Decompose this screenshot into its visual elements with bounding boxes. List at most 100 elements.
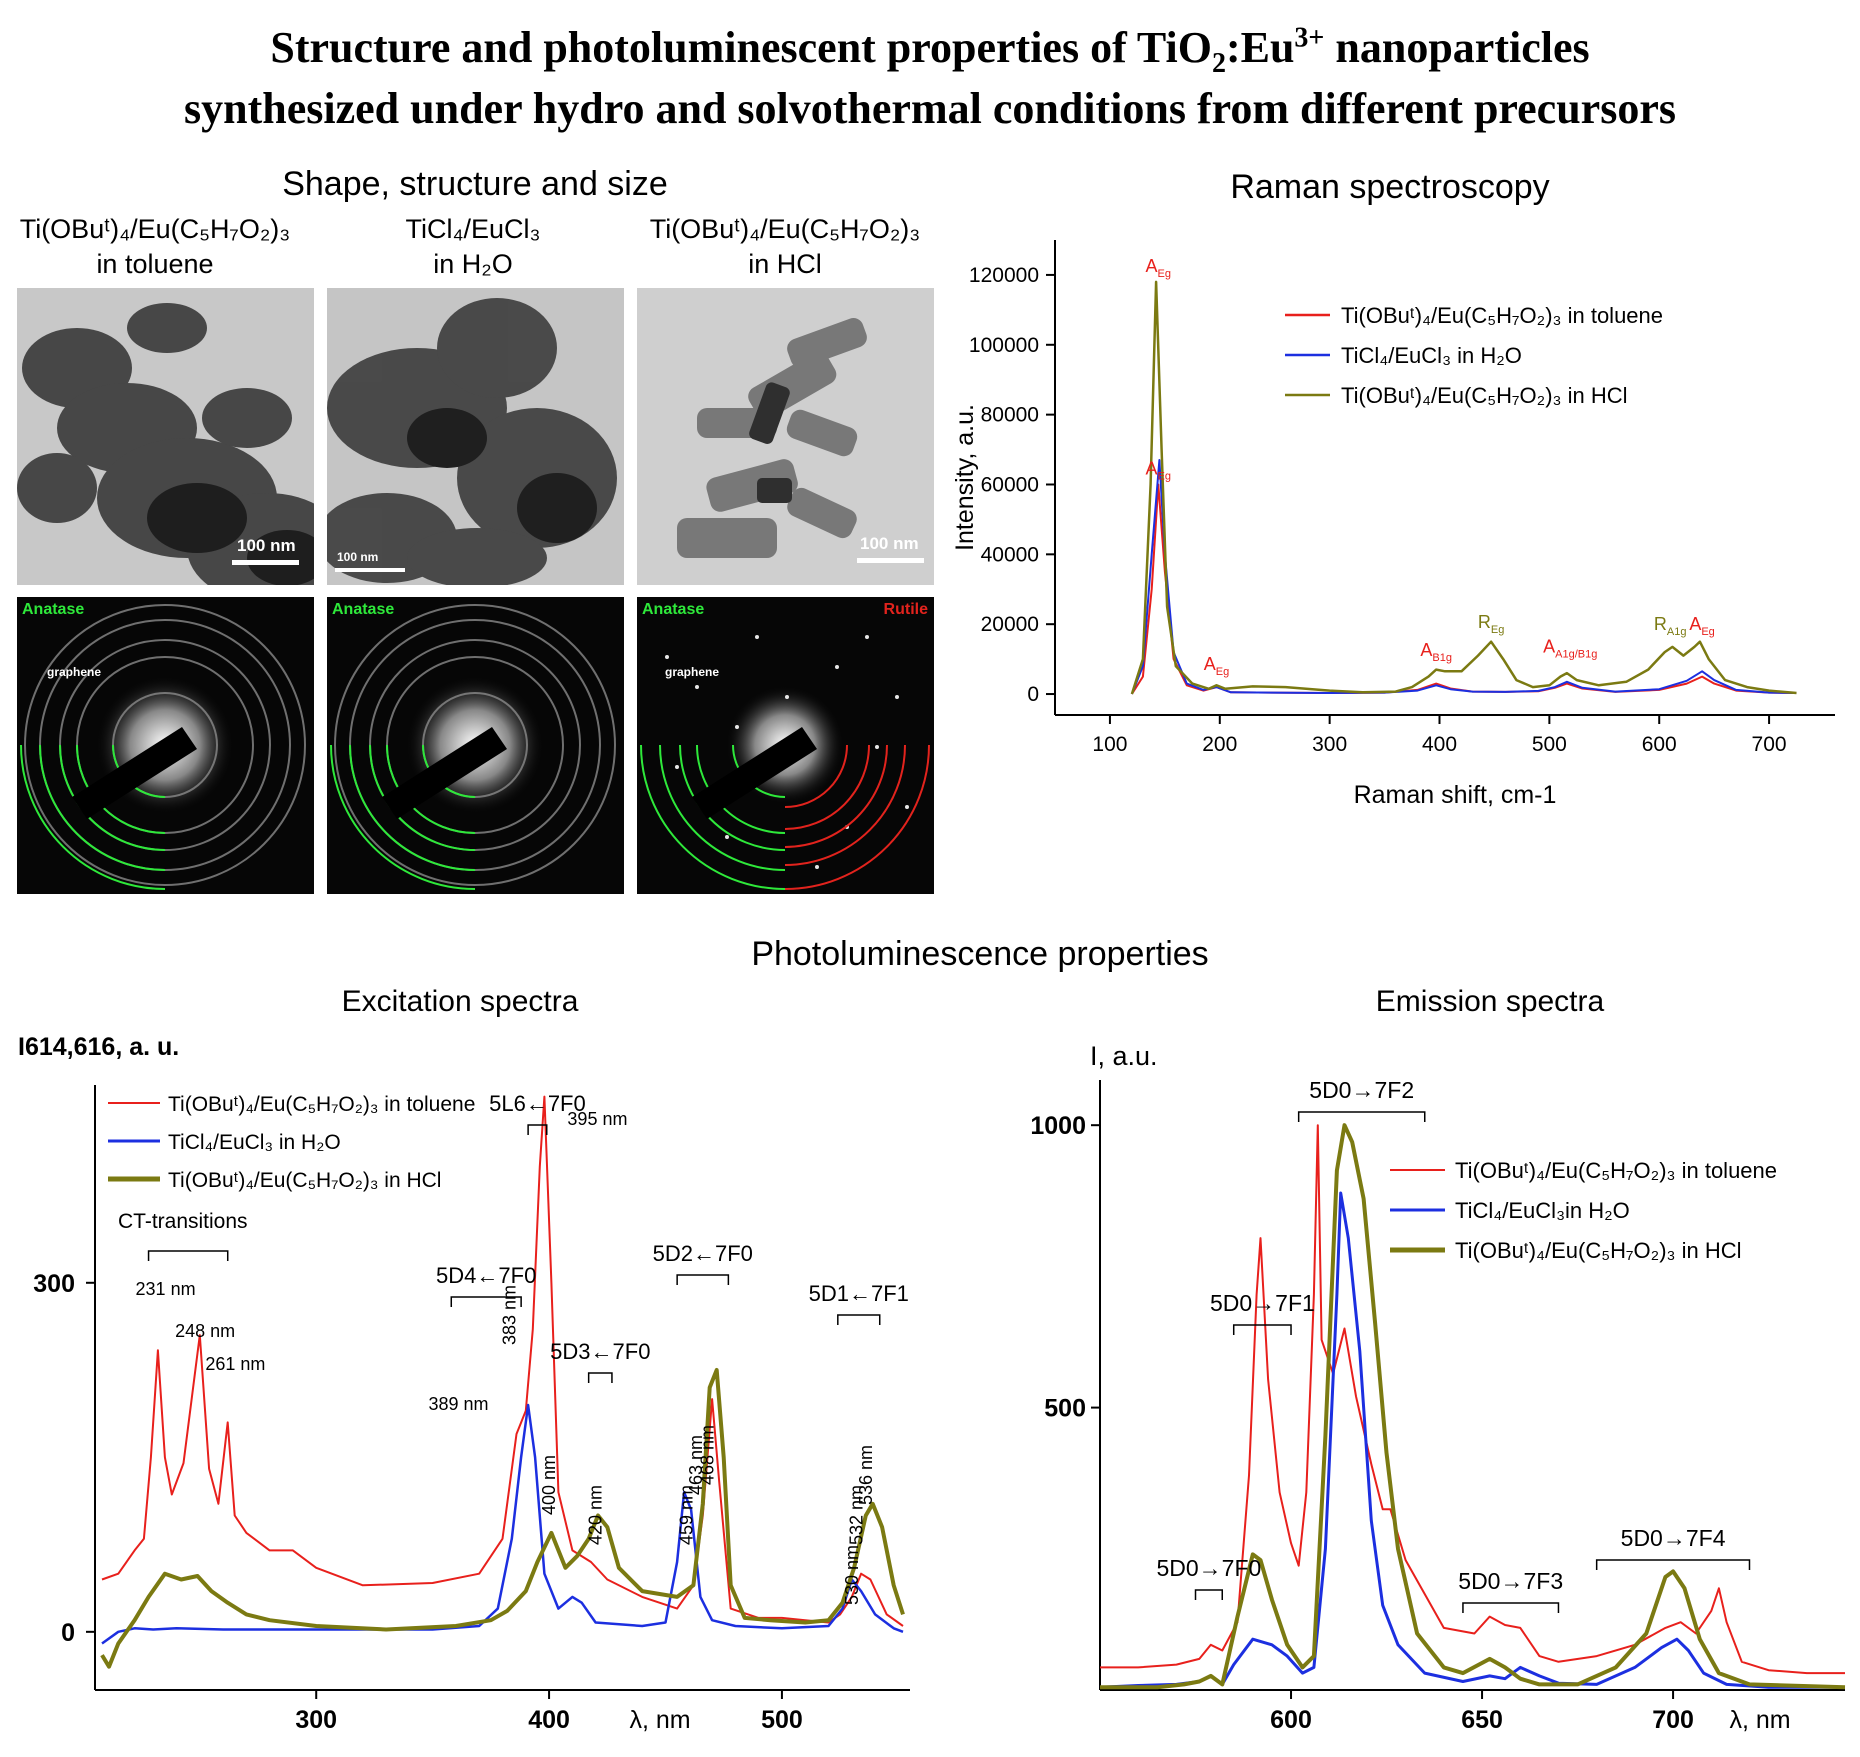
graphene-label-3: graphene bbox=[665, 665, 720, 679]
raman-x-tick-label: 100 bbox=[1092, 733, 1127, 756]
saed-pattern-2: Anatase bbox=[327, 597, 624, 894]
raman-x-tick-label: 400 bbox=[1422, 733, 1457, 756]
emi-x-tick-label: 650 bbox=[1461, 1706, 1503, 1734]
phase-label-anatase-2: Anatase bbox=[332, 601, 395, 618]
emi-y-label: I, a.u. bbox=[1090, 1041, 1158, 1071]
series-line-toluene bbox=[101, 1095, 904, 1627]
tem-image-2: 100 nm bbox=[327, 288, 624, 585]
exc-peak-label: 231 nm bbox=[136, 1279, 196, 1299]
page-title: Structure and photoluminescent propertie… bbox=[0, 20, 1860, 136]
series-line-hcl bbox=[1100, 1123, 1846, 1690]
exc-bracket-5d4-label: 5D4←7F0 bbox=[436, 1263, 536, 1288]
excitation-chart: 300 400 500 0 300 I614,616, a. u. λ, nm Ti(OBuᵗ… bbox=[18, 1033, 910, 1734]
exc-legend-label-h2o: TiCl₄/EuCl₃ in H₂O bbox=[168, 1131, 341, 1154]
exc-peak-label: 459 nm bbox=[676, 1485, 696, 1545]
saed-pattern-3: Anatase Rutile graphene bbox=[637, 597, 934, 894]
exc-peak-label: 383 nm bbox=[499, 1285, 519, 1345]
exc-peak-label: 261 nm bbox=[205, 1354, 265, 1374]
emi-bracket-5d0-7f4-label: 5D0→7F4 bbox=[1621, 1525, 1726, 1551]
series-line-hcl bbox=[1130, 280, 1797, 695]
raman-peak-label: AEg bbox=[1204, 654, 1229, 678]
graphene-label-1: graphene bbox=[47, 665, 102, 679]
emi-bracket-5d0-7f3-label: 5D0→7F3 bbox=[1458, 1568, 1563, 1594]
phase-label-anatase-1: Anatase bbox=[22, 601, 85, 618]
emi-y-tick-label: 1000 bbox=[1030, 1112, 1086, 1140]
exc-y-tick-label: 0 bbox=[61, 1619, 75, 1647]
emi-x-tick-label: 600 bbox=[1270, 1706, 1312, 1734]
raman-legend-label-hcl: Ti(OBuᵗ)₄/Eu(C₅H₇O₂)₃ in HCl bbox=[1341, 383, 1628, 408]
title-line-2: synthesized under hydro and solvothermal… bbox=[184, 83, 1676, 133]
raman-peak-label: AA1g/B1g bbox=[1543, 637, 1597, 661]
scale-bar-label-2: 100 nm bbox=[337, 550, 379, 564]
series-line-toluene bbox=[1131, 483, 1797, 695]
emi-bracket-5d0-7f1 bbox=[1232, 1324, 1292, 1335]
exc-bracket-5d2-label: 5D2←7F0 bbox=[653, 1241, 753, 1266]
exc-bracket-5d1 bbox=[837, 1314, 881, 1325]
emi-x-tick-label: 700 bbox=[1652, 1706, 1694, 1734]
emi-bracket-5d0-7f2 bbox=[1297, 1111, 1426, 1122]
emi-bracket-5d0-7f0 bbox=[1194, 1589, 1224, 1600]
exc-y-label: I614,616, a. u. bbox=[18, 1033, 179, 1061]
exc-peak-label: 248 nm bbox=[175, 1321, 235, 1341]
raman-peak-label: AB1g bbox=[1420, 640, 1452, 664]
raman-x-tick-label: 700 bbox=[1752, 733, 1787, 756]
raman-y-tick-label: 60000 bbox=[981, 473, 1039, 496]
exc-peak-label: 532 nm bbox=[846, 1485, 866, 1545]
section-pl-title: Photoluminescence properties bbox=[751, 935, 1209, 973]
section-emission-title: Emission spectra bbox=[1375, 985, 1605, 1018]
exc-legend-label-hcl: Ti(OBuᵗ)₄/Eu(C₅H₇O₂)₃ in HCl bbox=[168, 1169, 441, 1192]
series-line-hcl bbox=[100, 1368, 905, 1669]
emi-legend-label-hcl: Ti(OBuᵗ)₄/Eu(C₅H₇O₂)₃ in HCl bbox=[1455, 1238, 1742, 1263]
exc-peak-label: 463 nm bbox=[686, 1435, 706, 1495]
exc-bracket-5d3-label: 5D3←7F0 bbox=[550, 1339, 650, 1364]
title-line-1: Structure and photoluminescent propertie… bbox=[270, 22, 1590, 79]
exc-y-tick-label: 300 bbox=[33, 1270, 75, 1298]
emi-bracket-5d0-7f4 bbox=[1595, 1559, 1751, 1570]
phase-label-anatase-3: Anatase bbox=[642, 601, 705, 618]
exc-x-tick-label: 300 bbox=[295, 1706, 337, 1734]
exc-bracket-5d4 bbox=[450, 1296, 522, 1307]
emi-y-tick-label: 500 bbox=[1044, 1395, 1086, 1423]
raman-peak-label: RA1g bbox=[1654, 614, 1687, 638]
raman-peak-label: AEg bbox=[1689, 614, 1714, 638]
emi-legend-label-h2o: TiCl₄/EuCl₃in H₂O bbox=[1455, 1198, 1630, 1223]
series-line-h2o bbox=[1099, 1191, 1845, 1689]
exc-legend-label-toluene: Ti(OBuᵗ)₄/Eu(C₅H₇O₂)₃ in toluene bbox=[168, 1093, 475, 1116]
exc-peak-label: 536 nm bbox=[856, 1445, 876, 1505]
scale-bar-label-1: 100 nm bbox=[237, 536, 296, 555]
emi-bracket-5d0-7f1-label: 5D0→7F1 bbox=[1210, 1290, 1315, 1316]
raman-peak-label: AEg bbox=[1146, 458, 1171, 482]
raman-y-tick-label: 0 bbox=[1027, 683, 1039, 706]
exc-peak-label: 395 nm bbox=[567, 1109, 627, 1129]
emission-chart: 600 650 700 500 1000 I, a.u. λ, nm Ti(OBuᵗ)₄/Eu… bbox=[1030, 1041, 1846, 1734]
emi-x-label: λ, nm bbox=[1729, 1706, 1790, 1734]
exc-ct-bracket bbox=[147, 1250, 229, 1261]
exc-peak-label: 400 nm bbox=[539, 1455, 559, 1515]
raman-peak-label: REg bbox=[1478, 612, 1504, 636]
exc-bracket-5l6 bbox=[527, 1124, 548, 1135]
sample-caption-3: Ti(OBuᵗ)₄/Eu(C₅H₇O₂)₃ in HCl bbox=[649, 214, 921, 280]
raman-legend-label-toluene: Ti(OBuᵗ)₄/Eu(C₅H₇O₂)₃ in toluene bbox=[1341, 303, 1663, 328]
scale-bar-label-3: 100 nm bbox=[860, 534, 919, 553]
raman-x-label: Raman shift, cm-1 bbox=[1354, 781, 1557, 809]
exc-x-label: λ, nm bbox=[629, 1706, 690, 1734]
exc-peak-label: 468 nm bbox=[697, 1425, 717, 1485]
emi-bracket-5d0-7f3 bbox=[1462, 1602, 1560, 1613]
series-line-toluene bbox=[1100, 1124, 1845, 1675]
raman-legend-label-h2o: TiCl₄/EuCl₃ in H₂O bbox=[1341, 343, 1522, 368]
series-line-h2o bbox=[1130, 459, 1797, 695]
raman-y-tick-label: 80000 bbox=[981, 404, 1039, 427]
exc-bracket-5d3 bbox=[587, 1372, 613, 1383]
emi-bracket-5d0-7f0-label: 5D0→7F0 bbox=[1156, 1555, 1261, 1581]
raman-y-tick-label: 100000 bbox=[969, 334, 1039, 357]
section-shape-title: Shape, structure and size bbox=[282, 165, 668, 203]
section-excitation-title: Excitation spectra bbox=[341, 985, 579, 1018]
emi-legend-label-toluene: Ti(OBuᵗ)₄/Eu(C₅H₇O₂)₃ in toluene bbox=[1455, 1158, 1777, 1183]
exc-peak-label: 389 nm bbox=[428, 1394, 488, 1414]
raman-x-tick-label: 300 bbox=[1312, 733, 1347, 756]
series-line-h2o bbox=[101, 1403, 904, 1645]
exc-bracket-5d1-label: 5D1←7F1 bbox=[809, 1281, 909, 1306]
sample-caption-2: TiCl₄/EuCl₃ in H₂O bbox=[405, 214, 541, 280]
raman-y-label: Intensity, a.u. bbox=[955, 404, 979, 551]
exc-peak-label: 420 nm bbox=[586, 1485, 606, 1545]
